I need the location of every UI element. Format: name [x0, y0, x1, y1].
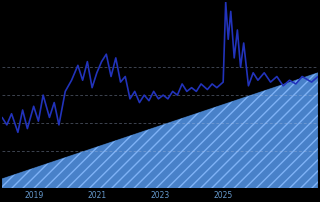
Polygon shape — [2, 73, 318, 188]
